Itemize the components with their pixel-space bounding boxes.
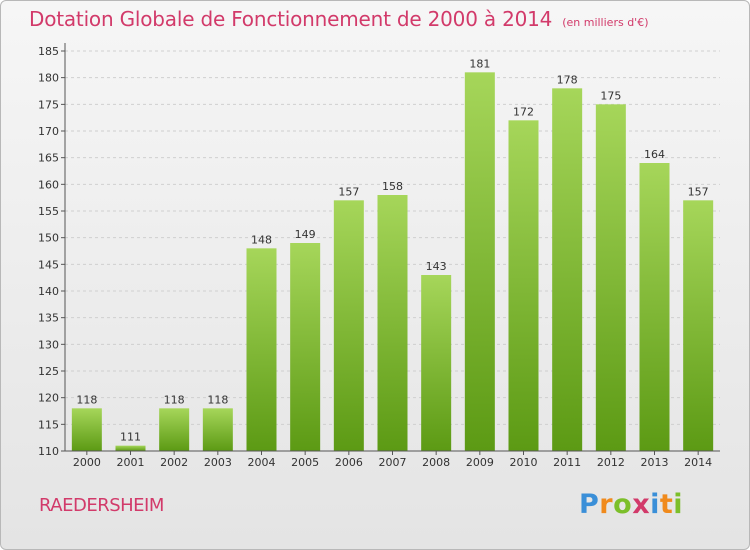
logo-letter: r (599, 489, 614, 520)
x-tick-label: 2007 (379, 456, 407, 469)
logo-letter: i (650, 489, 660, 520)
bar-value-label: 172 (513, 105, 534, 118)
bar-value-label: 178 (557, 73, 578, 86)
bar (159, 408, 190, 451)
bar (464, 72, 495, 451)
bar (377, 195, 408, 451)
y-tick-label: 110 (38, 445, 59, 458)
x-tick-label: 2005 (291, 456, 319, 469)
x-tick-label: 2010 (510, 456, 538, 469)
logo-letter: t (659, 489, 674, 520)
bar (71, 408, 102, 451)
bar-value-label: 118 (76, 393, 97, 406)
chart-subtitle: (en milliers d'€) (562, 16, 649, 29)
bar-value-label: 158 (382, 180, 403, 193)
bar (246, 248, 277, 451)
y-tick-label: 170 (38, 125, 59, 138)
y-tick-label: 175 (38, 98, 59, 111)
logo-letter: P (579, 489, 600, 520)
x-tick-label: 2008 (422, 456, 450, 469)
bar (639, 163, 670, 451)
bar-value-label: 149 (295, 228, 316, 241)
bar-value-label: 148 (251, 233, 272, 246)
logo-letter: x (632, 489, 651, 520)
x-tick-label: 2003 (204, 456, 232, 469)
bar (333, 200, 364, 451)
bar-value-label: 181 (469, 57, 490, 70)
bar-value-label: 118 (207, 393, 228, 406)
x-tick-label: 2014 (684, 456, 712, 469)
x-tick-label: 2002 (160, 456, 188, 469)
y-tick-label: 160 (38, 178, 59, 191)
y-tick-label: 130 (38, 338, 59, 351)
logo-letter: o (613, 489, 633, 520)
y-tick-label: 165 (38, 152, 59, 165)
bar (421, 275, 452, 451)
y-tick-label: 140 (38, 285, 59, 298)
bar-value-label: 157 (688, 185, 709, 198)
bar-value-label: 157 (338, 185, 359, 198)
bar (595, 104, 626, 451)
y-tick-label: 155 (38, 205, 59, 218)
x-tick-label: 2013 (641, 456, 669, 469)
x-tick-label: 2004 (248, 456, 276, 469)
commune-name: RAEDERSHEIM (39, 495, 164, 516)
bar-value-label: 164 (644, 148, 665, 161)
bar (508, 120, 539, 451)
bar (683, 200, 714, 451)
x-tick-label: 2009 (466, 456, 494, 469)
y-tick-label: 185 (38, 45, 59, 58)
bar (115, 445, 146, 451)
logo-letter: i (673, 489, 684, 520)
bar (202, 408, 233, 451)
x-tick-label: 2001 (117, 456, 145, 469)
y-tick-label: 180 (38, 72, 59, 85)
y-tick-label: 120 (38, 392, 59, 405)
x-tick-label: 2000 (73, 456, 101, 469)
chart-title: Dotation Globale de Fonctionnement de 20… (29, 7, 553, 31)
x-tick-label: 2011 (553, 456, 581, 469)
bar-value-label: 175 (600, 89, 621, 102)
y-tick-label: 150 (38, 232, 59, 245)
y-tick-label: 115 (38, 418, 59, 431)
bar (552, 88, 583, 451)
bar-value-label: 143 (426, 260, 447, 273)
bar-value-label: 118 (164, 393, 185, 406)
chart-header: Dotation Globale de Fonctionnement de 20… (29, 7, 648, 31)
y-tick-label: 135 (38, 312, 59, 325)
bar-value-label: 111 (120, 431, 141, 444)
y-tick-label: 145 (38, 258, 59, 271)
bar (290, 243, 321, 451)
x-tick-label: 2012 (597, 456, 625, 469)
proxiti-logo[interactable]: Proxiti (579, 489, 683, 520)
x-tick-label: 2006 (335, 456, 363, 469)
y-tick-label: 125 (38, 365, 59, 378)
